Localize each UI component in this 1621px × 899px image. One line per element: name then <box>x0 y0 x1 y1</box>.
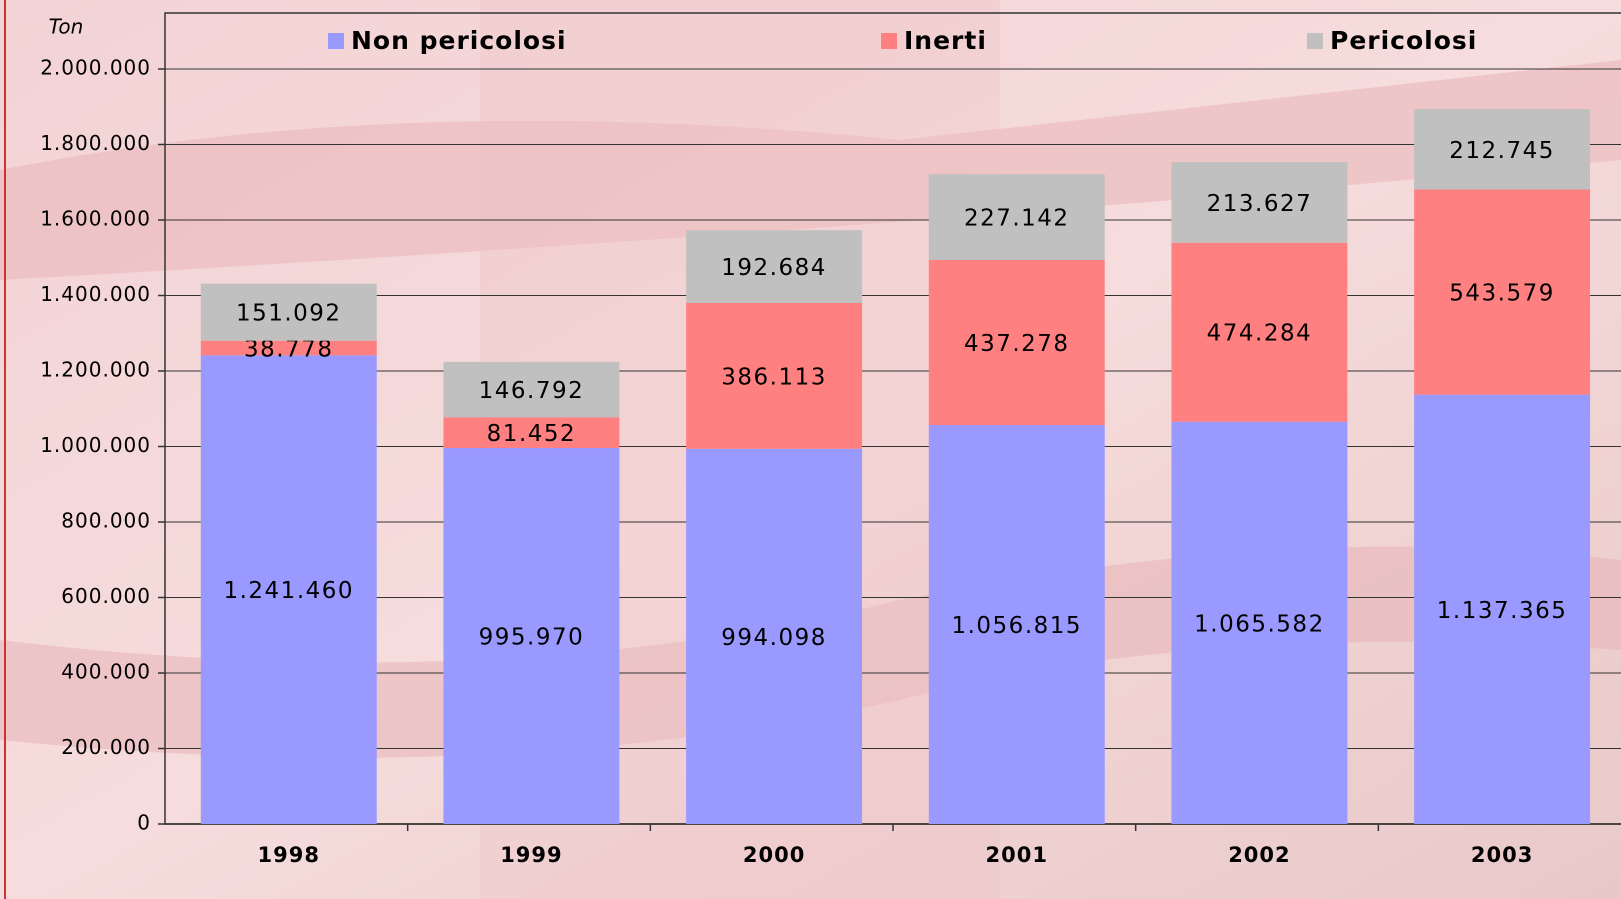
y-tick-label: 1.000.000 <box>40 433 151 457</box>
data-label: 543.579 <box>1449 281 1555 307</box>
bar-segment <box>1171 421 1348 824</box>
bar-segment <box>443 417 620 449</box>
y-tick-label: 1.400.000 <box>40 282 151 306</box>
data-label: 1.065.582 <box>1194 611 1325 637</box>
background-decoration <box>0 60 1621 280</box>
y-axis-label: Ton <box>49 15 84 39</box>
bar-segment <box>443 448 620 824</box>
legend-label: Inerti <box>904 26 987 55</box>
data-label: 213.627 <box>1207 191 1313 217</box>
bar-segment <box>928 259 1105 426</box>
legend-swatch <box>328 33 344 49</box>
data-label: 146.792 <box>479 378 585 404</box>
x-tick-label: 1999 <box>500 843 562 867</box>
bar-segment <box>200 355 377 824</box>
data-label: 386.113 <box>721 364 827 390</box>
y-tick-label: 0 <box>137 811 151 835</box>
data-label: 212.745 <box>1449 138 1555 164</box>
x-tick-label: 2001 <box>986 843 1048 867</box>
bar-segment <box>443 361 620 418</box>
x-tick-label: 1998 <box>258 843 320 867</box>
bar-segment <box>686 448 863 824</box>
data-label: 81.452 <box>487 421 576 447</box>
x-tick-label: 2003 <box>1471 843 1533 867</box>
y-tick-label: 200.000 <box>61 735 151 759</box>
y-tick-label: 1.200.000 <box>40 358 151 382</box>
legend-swatch <box>1307 33 1323 49</box>
bar-segment <box>928 425 1105 824</box>
bar-segment <box>200 340 377 356</box>
y-tick-label: 400.000 <box>61 660 151 684</box>
x-tick-label: 2000 <box>743 843 805 867</box>
data-label: 1.241.460 <box>223 578 354 604</box>
bar-segment <box>200 283 377 341</box>
data-label: 151.092 <box>236 301 342 327</box>
data-label: 437.278 <box>964 331 1070 357</box>
bar-segment <box>1171 242 1348 422</box>
data-label: 38.778 <box>244 337 333 363</box>
y-tick-label: 2.000.000 <box>40 56 151 80</box>
data-label: 192.684 <box>721 255 827 281</box>
data-label: 474.284 <box>1207 321 1313 347</box>
y-tick-label: 1.600.000 <box>40 207 151 231</box>
y-tick-label: 800.000 <box>61 509 151 533</box>
bar-segment <box>1414 189 1591 395</box>
data-label: 995.970 <box>479 625 585 651</box>
y-tick-label: 1.800.000 <box>40 131 151 155</box>
bar-segment <box>1414 394 1591 824</box>
legend-label: Non pericolosi <box>351 26 567 55</box>
bar-segment <box>686 230 863 303</box>
data-label: 994.098 <box>721 625 827 651</box>
bar-segment <box>928 174 1105 260</box>
bar-segment <box>1171 162 1348 243</box>
legend-swatch <box>881 33 897 49</box>
y-tick-label: 600.000 <box>61 584 151 608</box>
x-tick-label: 2002 <box>1228 843 1290 867</box>
data-label: 1.137.365 <box>1437 598 1568 624</box>
bar-segment <box>1414 109 1591 190</box>
data-label: 227.142 <box>964 206 1070 232</box>
bar-segment <box>686 302 863 449</box>
legend-label: Pericolosi <box>1330 26 1477 55</box>
data-label: 1.056.815 <box>951 613 1082 639</box>
